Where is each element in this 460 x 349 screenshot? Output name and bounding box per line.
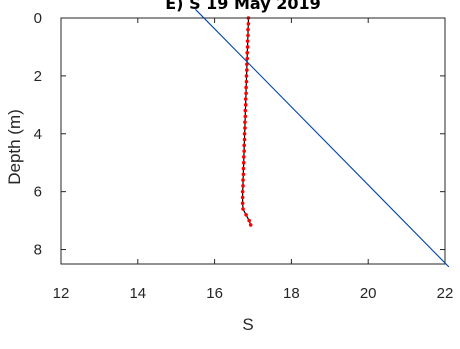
salinity-data-point	[241, 184, 245, 188]
salinity-data-point	[244, 103, 248, 107]
salinity-data-point	[242, 155, 246, 159]
salinity-data-point	[245, 57, 249, 61]
salinity-data-point	[245, 80, 249, 84]
x-tick-label: 14	[129, 285, 146, 302]
salinity-data-point	[243, 132, 247, 136]
x-tick-label: 22	[437, 285, 454, 302]
salinity-data-point	[241, 196, 245, 200]
salinity-data-point	[242, 144, 246, 148]
salinity-data-point	[244, 97, 248, 101]
salinity-data-point	[247, 22, 251, 26]
salinity-data-point	[245, 68, 249, 72]
salinity-data-point	[242, 149, 246, 153]
salinity-data-point	[246, 45, 250, 49]
y-tick-label: 2	[34, 68, 42, 85]
salinity-data-point	[243, 120, 247, 124]
x-tick-label: 18	[283, 285, 300, 302]
salinity-data-point	[244, 115, 248, 119]
salinity-data-point	[246, 39, 250, 43]
salinity-data-point	[241, 201, 245, 205]
chart-title: E) S 19 May 2019	[165, 0, 321, 13]
salinity-data-point	[242, 161, 246, 165]
y-tick-label: 4	[34, 126, 42, 143]
salinity-data-point	[244, 91, 248, 95]
salinity-data-point	[242, 167, 246, 171]
salinity-data-point	[241, 190, 245, 194]
salinity-data-point	[246, 28, 250, 32]
salinity-data-point	[241, 207, 245, 211]
salinity-data-point	[243, 138, 247, 142]
salinity-data-point	[245, 51, 249, 55]
x-tick-label: 12	[53, 285, 70, 302]
salinity-data-point	[249, 223, 253, 227]
salinity-data-point	[242, 172, 246, 176]
salinity-data-point	[241, 178, 245, 182]
y-tick-label: 6	[34, 184, 42, 201]
salinity-data-point	[247, 219, 251, 223]
salinity-data-point	[243, 126, 247, 130]
x-axis-label: S	[242, 315, 253, 334]
salinity-data-point	[244, 213, 248, 217]
x-tick-label: 20	[360, 285, 377, 302]
salinity-data-point	[245, 74, 249, 78]
y-axis-label: Depth (m)	[5, 109, 24, 185]
salinity-data-point	[244, 109, 248, 113]
x-tick-label: 16	[206, 285, 223, 302]
salinity-data-point	[244, 86, 248, 90]
plot-area	[61, 18, 445, 264]
salinity-data-point	[246, 34, 250, 38]
y-tick-label: 8	[34, 242, 42, 259]
y-tick-label: 0	[34, 10, 42, 27]
